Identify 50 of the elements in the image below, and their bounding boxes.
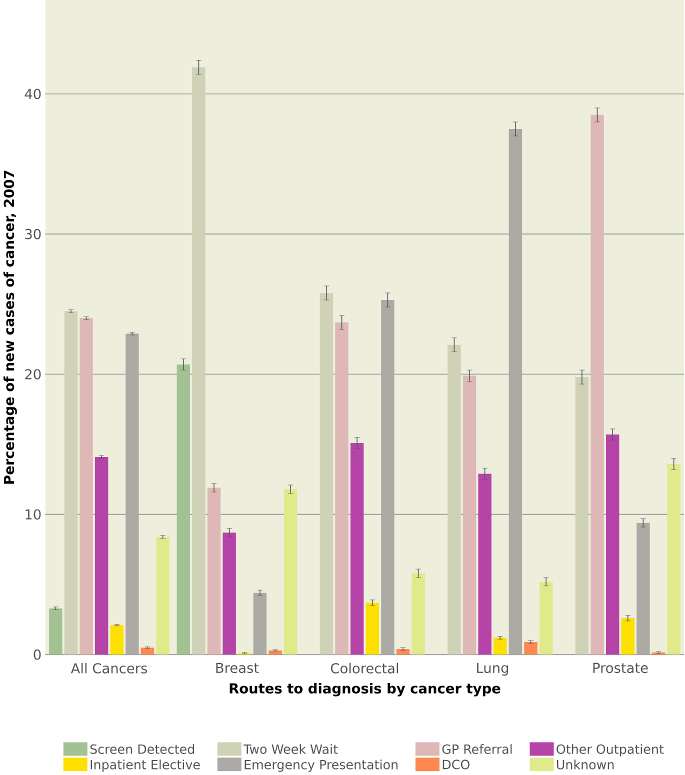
bar xyxy=(208,488,221,655)
bar xyxy=(222,532,236,655)
bar xyxy=(576,377,589,655)
y-tick-label: 0 xyxy=(34,649,41,660)
bar xyxy=(110,625,124,655)
x-tick-label: Colorectal xyxy=(331,662,398,674)
bar xyxy=(621,618,635,655)
legend-label: Unknown xyxy=(557,760,614,770)
y-tick-label: 20 xyxy=(25,369,41,380)
bar xyxy=(192,67,206,655)
bar xyxy=(284,489,298,655)
bar xyxy=(320,292,334,655)
x-tick-label: Breast xyxy=(216,662,259,674)
y-tick-label: 30 xyxy=(25,228,41,240)
y-tick-label: 10 xyxy=(26,509,41,520)
bar xyxy=(606,434,620,655)
legend-label: Two Week Wait xyxy=(244,744,338,754)
x-tick-label: All Cancers xyxy=(71,662,148,674)
legend-label: Inpatient Elective xyxy=(90,760,200,772)
x-tick-label: Lung xyxy=(477,662,508,676)
bar xyxy=(396,648,410,655)
legend-label: DCO xyxy=(443,760,470,770)
bar xyxy=(540,582,553,655)
legend-label: Screen Detected xyxy=(90,744,194,754)
bar xyxy=(156,536,170,655)
bar xyxy=(448,344,461,655)
bar xyxy=(335,322,349,655)
bar xyxy=(590,114,604,655)
bar xyxy=(667,464,681,655)
bar xyxy=(64,311,78,655)
bar xyxy=(95,456,108,655)
legend-label: GP Referral xyxy=(442,744,512,754)
bar xyxy=(141,648,154,655)
bar xyxy=(463,376,476,655)
legend-label: Emergency Presentation xyxy=(244,760,398,772)
x-axis-title: Routes to diagnosis by cancer type xyxy=(230,682,500,696)
bar xyxy=(478,474,492,655)
bar xyxy=(366,602,380,655)
bar xyxy=(268,650,282,655)
bar xyxy=(80,318,94,655)
bar xyxy=(524,642,538,655)
bar xyxy=(350,442,364,655)
bar xyxy=(176,364,190,655)
y-axis-title: Percentage of new cases of cancer, 2007 xyxy=(4,170,18,484)
bar xyxy=(412,573,426,655)
bar xyxy=(49,608,62,655)
x-tick-label: Prostate xyxy=(593,662,648,674)
y-tick-label: 40 xyxy=(24,88,41,100)
legend-label: Other Outpatient xyxy=(556,744,664,756)
bar xyxy=(494,638,507,655)
